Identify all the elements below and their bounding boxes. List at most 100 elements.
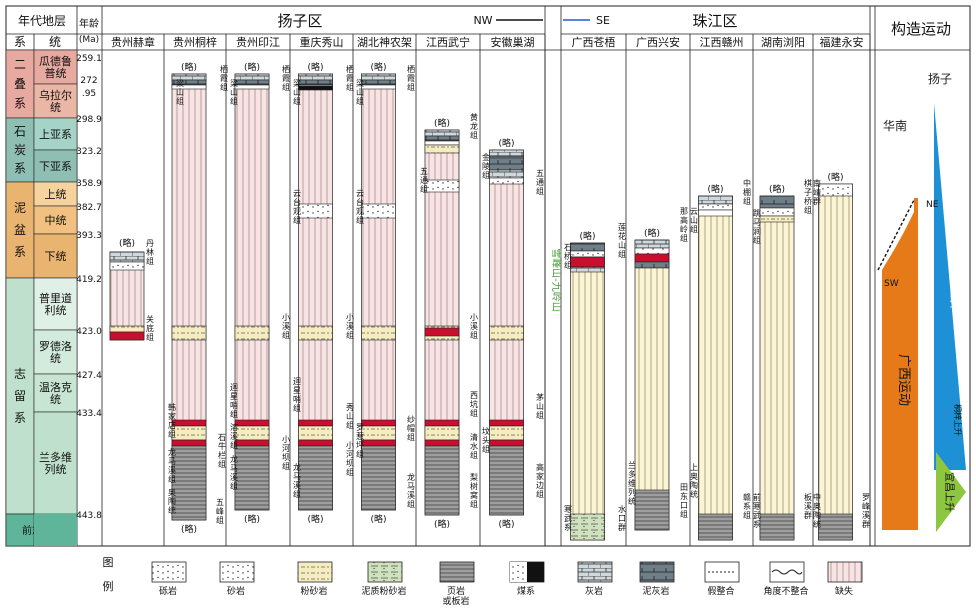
svg-text:组: 组 — [470, 408, 478, 418]
svg-text:板: 板 — [804, 492, 812, 502]
svg-text:丹: 丹 — [146, 239, 154, 248]
svg-text:寒: 寒 — [753, 501, 761, 511]
ne-label: NE — [926, 200, 939, 210]
shale-layer — [698, 513, 733, 541]
shale-layer — [489, 445, 524, 516]
svg-text:牛: 牛 — [218, 441, 226, 451]
abbreviated-label: (略) — [307, 61, 323, 73]
svg-text:梨: 梨 — [470, 472, 478, 482]
svg-text:五: 五 — [420, 167, 428, 176]
column-missing-interval — [818, 183, 853, 541]
siltstone-layer — [361, 425, 396, 441]
sandstone-layer — [698, 209, 733, 217]
svg-text:组: 组 — [536, 186, 544, 196]
legend-label: 砂岩 — [227, 585, 245, 597]
svg-text:组: 组 — [346, 330, 354, 340]
svg-text:温洛克: 温洛克 — [39, 380, 72, 394]
svg-text:乌拉尔: 乌拉尔 — [39, 88, 72, 102]
svg-text:小: 小 — [346, 441, 354, 450]
abbreviated-label: (略) — [370, 61, 386, 73]
svg-text:店: 店 — [168, 420, 176, 430]
svg-text:家: 家 — [536, 471, 544, 481]
pearl-region-title: 珠江区 — [692, 12, 737, 30]
svg-text:组: 组 — [230, 409, 238, 419]
formation-xiaoxi-2: 小溪组 — [346, 313, 354, 340]
svg-text:五: 五 — [216, 498, 224, 507]
svg-text:组: 组 — [482, 170, 490, 180]
svg-text:泥灰岩: 泥灰岩 — [642, 585, 669, 597]
marl-layer — [234, 79, 270, 86]
age-label: 年龄 — [79, 17, 99, 30]
svg-text:棋: 棋 — [804, 178, 812, 188]
svg-text:溪: 溪 — [230, 472, 238, 482]
legend-swatch — [367, 561, 403, 583]
svg-text:留: 留 — [14, 389, 26, 403]
system-label: 二叠系 — [14, 58, 26, 111]
yangtze-region-title: 扬子区 — [277, 12, 322, 30]
svg-text:溶: 溶 — [230, 422, 238, 432]
svg-text:高: 高 — [536, 462, 544, 472]
svg-text:石: 石 — [218, 433, 226, 442]
svg-text:下统: 下统 — [45, 250, 67, 263]
svg-text:组: 组 — [407, 82, 415, 92]
svg-text:清: 清 — [470, 432, 478, 442]
formation-zhongshan: 中棚组 — [743, 178, 751, 206]
svg-text:统: 统 — [50, 352, 61, 365]
svg-text:组: 组 — [690, 224, 698, 234]
age-tick-label: 358.9 — [76, 179, 102, 189]
svg-text:陵: 陵 — [482, 162, 490, 171]
shale-layer — [818, 513, 853, 541]
yichang-uplift-arrow — [936, 452, 966, 532]
locality-header: 江西武宁 — [426, 35, 470, 49]
guangxi-dash-line — [877, 199, 915, 271]
svg-text:群: 群 — [813, 196, 821, 206]
svg-text:家: 家 — [168, 411, 176, 421]
svg-text:组: 组 — [564, 260, 572, 270]
svg-text:关: 关 — [146, 314, 154, 324]
svg-text:坪: 坪 — [356, 441, 364, 450]
svg-text:组: 组 — [282, 461, 290, 471]
svg-text:栖: 栖 — [346, 64, 354, 74]
siltstone-layer — [171, 425, 207, 441]
coal-layer — [634, 253, 670, 263]
svg-text:河: 河 — [346, 449, 354, 459]
svg-text:溪: 溪 — [282, 321, 290, 331]
svg-text:罗: 罗 — [356, 423, 364, 432]
svg-text:星: 星 — [293, 386, 301, 395]
svg-text:叠: 叠 — [14, 77, 26, 91]
series-cell — [33, 49, 78, 85]
svg-text:河: 河 — [282, 443, 290, 453]
svg-text:跳: 跳 — [753, 208, 761, 218]
svg-text:组: 组 — [146, 332, 154, 342]
svg-text:兰: 兰 — [628, 460, 636, 470]
limestone-layer — [424, 129, 460, 137]
system-cell — [5, 49, 35, 119]
coal-layer — [298, 439, 333, 447]
xuefengshan-label: 雪峰山-九岭山 — [550, 248, 563, 312]
svg-text:龙: 龙 — [407, 472, 415, 482]
svg-text:溪: 溪 — [804, 501, 812, 511]
svg-text:石: 石 — [14, 125, 26, 139]
svg-text:星: 星 — [230, 392, 238, 401]
svg-text:山: 山 — [346, 411, 354, 421]
legend-label: 假整合 — [707, 585, 734, 597]
formation-banshan: 板溪群 — [804, 492, 812, 520]
svg-text:组: 组 — [282, 82, 290, 92]
svg-text:南: 南 — [813, 178, 821, 188]
coal-layer — [234, 419, 270, 427]
coal-layer — [171, 439, 207, 447]
limestone-layer — [634, 239, 670, 249]
svg-text:靖: 靖 — [813, 187, 821, 197]
svg-text:组: 组 — [753, 235, 761, 245]
svg-text:岭: 岭 — [680, 224, 688, 234]
series-cell — [33, 329, 78, 375]
marl-layer — [361, 79, 396, 86]
svg-text:系: 系 — [743, 501, 751, 511]
